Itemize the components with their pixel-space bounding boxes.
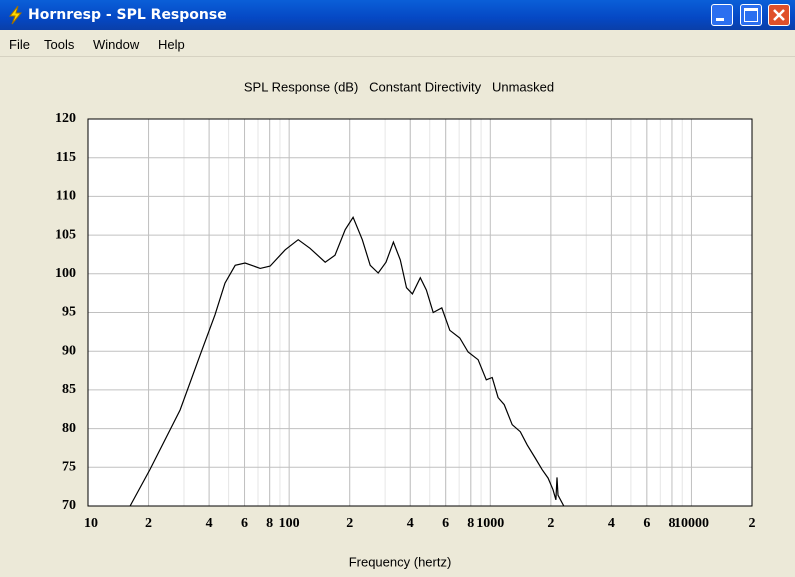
menu-item[interactable]: File [9, 37, 30, 52]
menu-bar: File Tools Window Help [0, 30, 795, 57]
x-tick-label: 8 [467, 516, 474, 531]
menu-item[interactable]: Help [158, 37, 185, 52]
menu-item[interactable]: Tools [44, 37, 75, 52]
x-tick-label: 100 [279, 516, 300, 531]
x-tick-label: 4 [608, 516, 615, 531]
y-tick-label: 120 [55, 111, 76, 126]
x-tick-label: 10000 [674, 516, 709, 531]
menu-item[interactable]: Window [93, 37, 140, 52]
y-tick-label: 95 [62, 305, 76, 320]
x-tick-label: 4 [206, 516, 213, 531]
plot-frame [87, 118, 753, 507]
spl-curve [129, 216, 565, 507]
y-tick-label: 90 [62, 343, 76, 358]
y-tick-label: 105 [55, 227, 76, 242]
maximize-button[interactable] [740, 4, 762, 26]
x-tick-label: 8 [668, 516, 675, 531]
y-tick-label: 70 [62, 498, 76, 513]
y-tick-label: 110 [56, 189, 76, 204]
x-tick-label: 6 [643, 516, 650, 531]
title-bar: Hornresp - SPL Response [0, 0, 795, 30]
x-tick-label: 2 [145, 516, 152, 531]
chart-title: SPL Response (dB) Constant Directivity U… [244, 79, 554, 94]
minimize-button[interactable] [711, 4, 733, 26]
x-tick-label: 2 [749, 516, 756, 531]
y-tick-label: 115 [56, 150, 76, 165]
close-button[interactable] [768, 4, 790, 26]
app-icon [8, 5, 23, 25]
x-tick-label: 2 [547, 516, 554, 531]
x-tick-label: 1000 [476, 516, 504, 531]
y-tick-label: 80 [62, 421, 76, 436]
x-tick-label: 4 [407, 516, 414, 531]
x-tick-label: 10 [84, 516, 98, 531]
x-tick-label: 6 [241, 516, 248, 531]
x-tick-label: 6 [442, 516, 449, 531]
y-tick-label: 85 [62, 382, 76, 397]
y-tick-label: 75 [62, 460, 76, 475]
x-axis-label: Frequency (hertz) [349, 554, 452, 569]
y-tick-label: 100 [55, 266, 76, 281]
x-tick-label: 8 [266, 516, 273, 531]
window-title: Hornresp - SPL Response [28, 7, 227, 23]
x-tick-label: 2 [346, 516, 353, 531]
